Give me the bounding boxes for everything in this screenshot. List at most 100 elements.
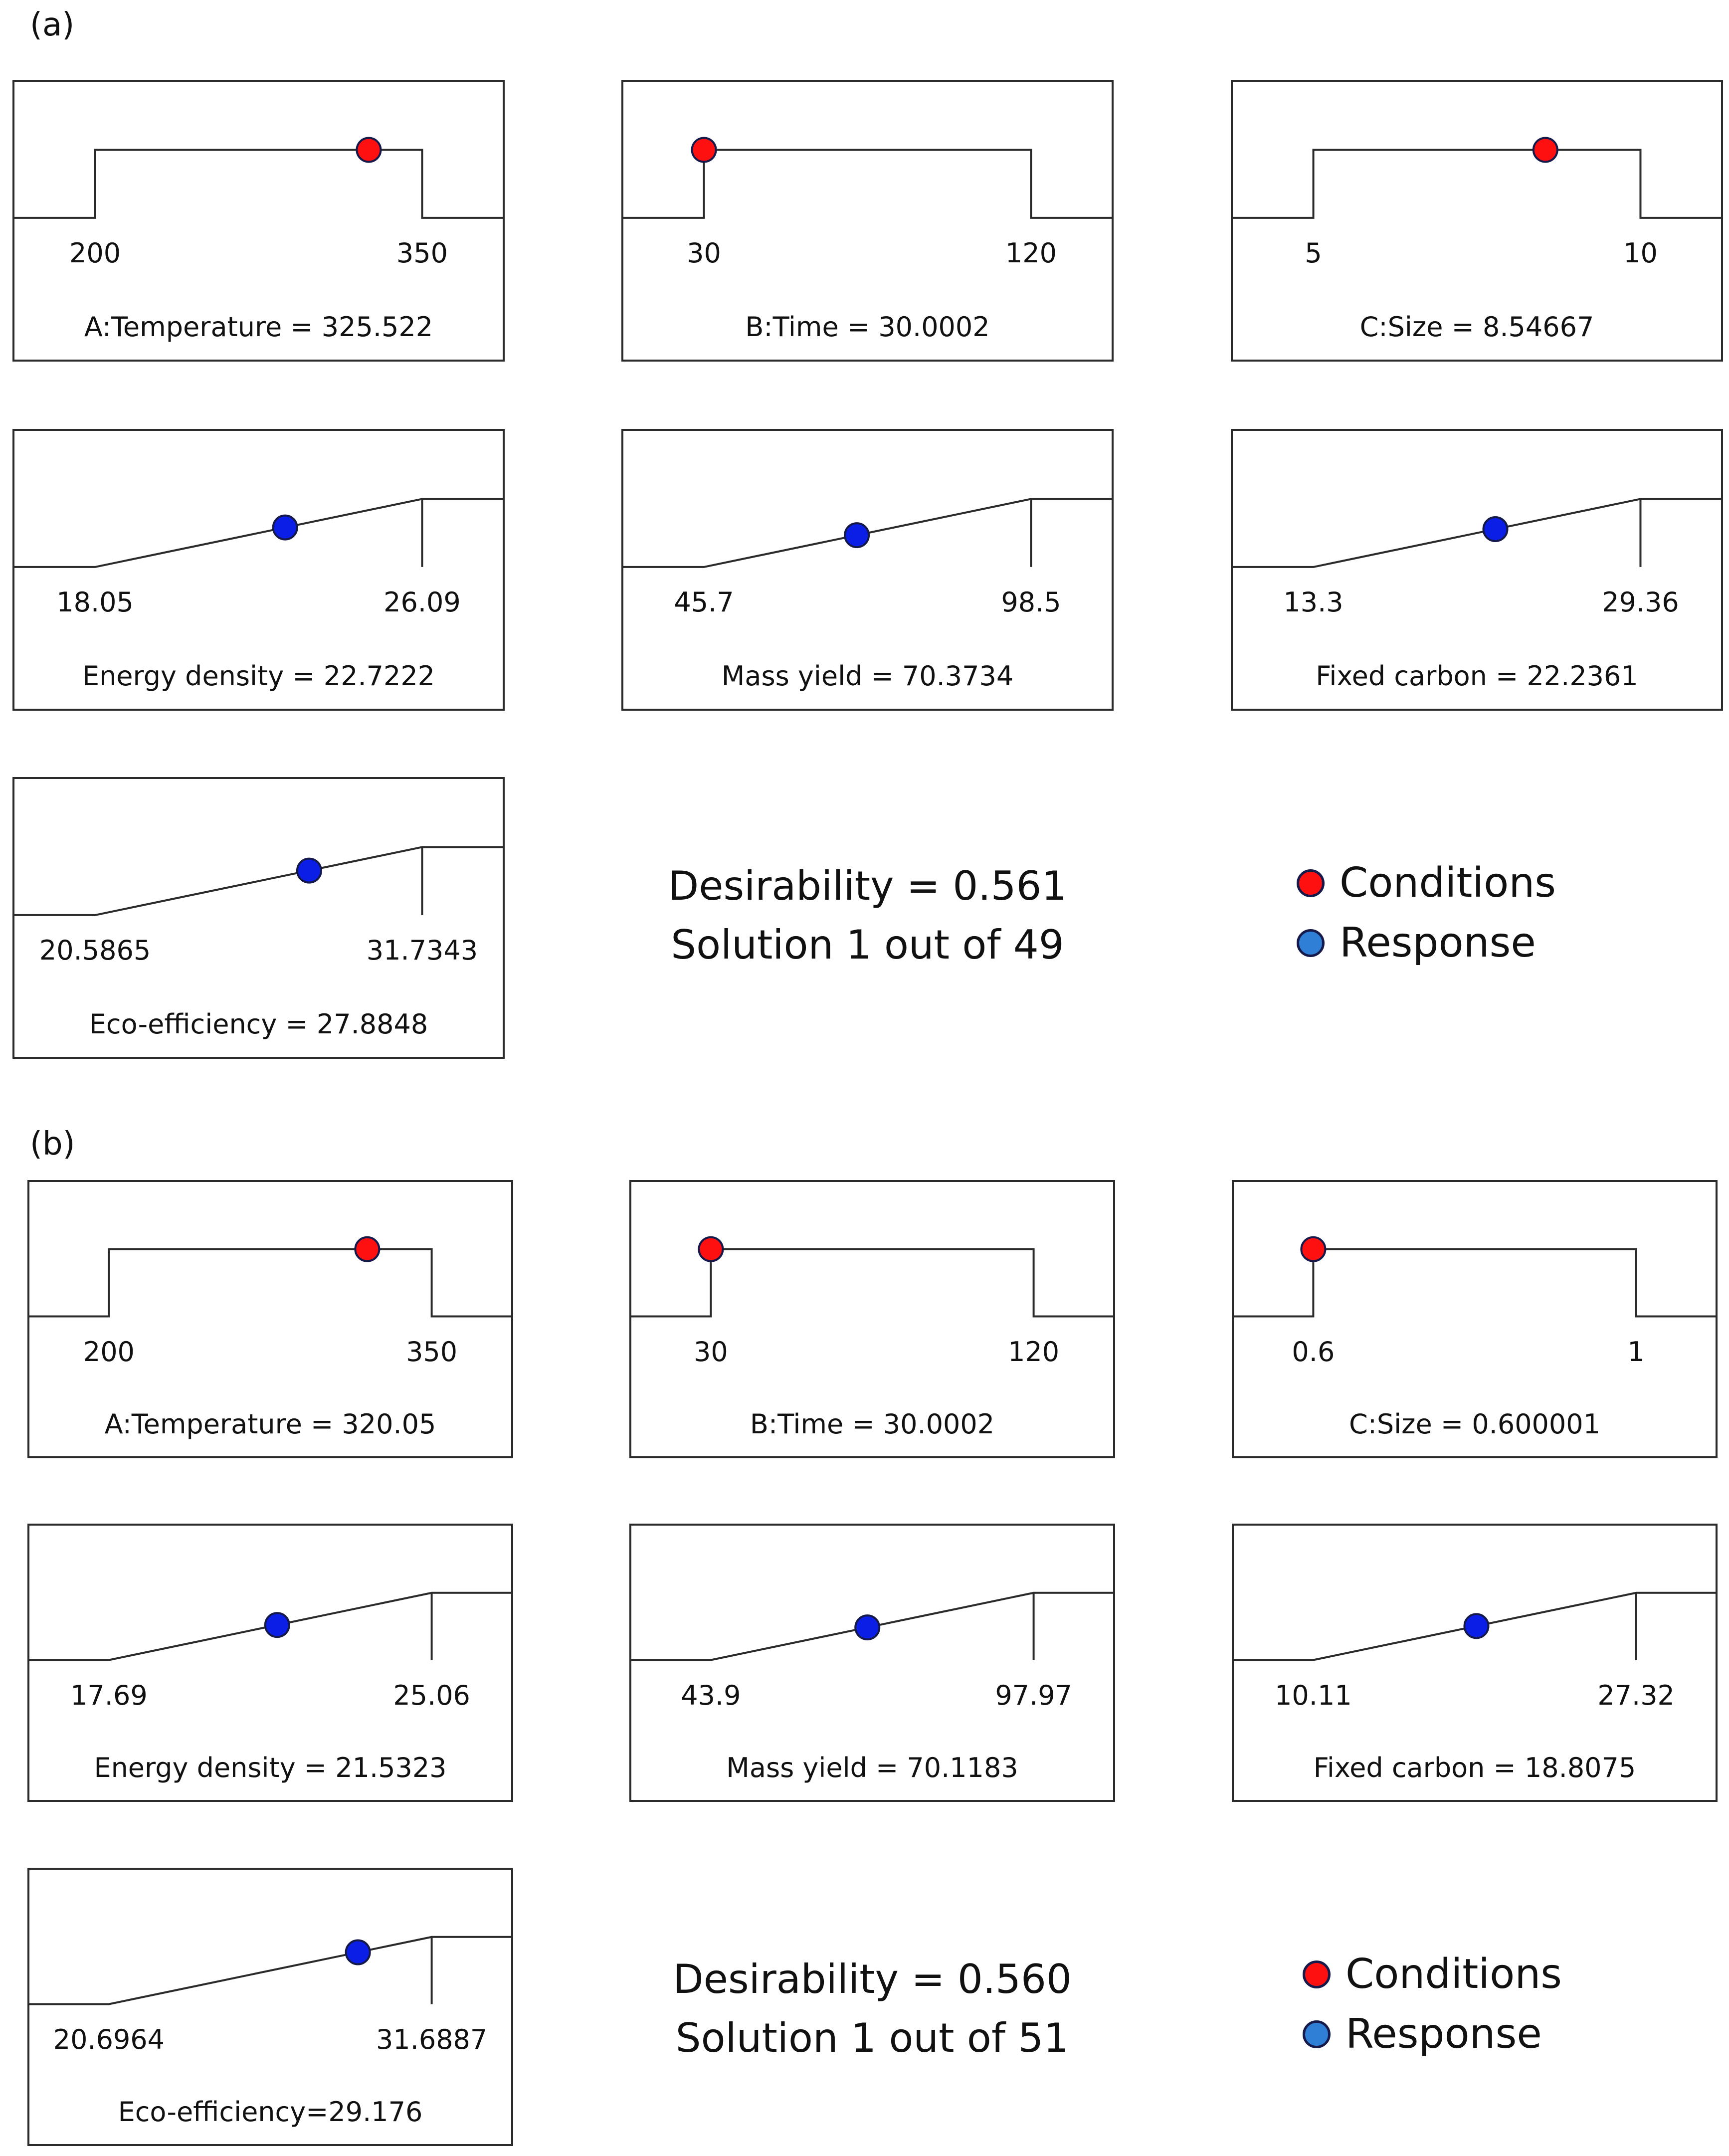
legend-item-conditions-a: Conditions xyxy=(1297,863,1556,904)
tick-label-high: 1 xyxy=(1627,1336,1645,1368)
blue-dot-icon xyxy=(1297,929,1325,957)
panel-caption: Mass yield = 70.1183 xyxy=(726,1752,1018,1784)
ramp-plot-fixed-carbon xyxy=(1234,1591,1716,1661)
condition-marker-a-temperature xyxy=(356,137,382,163)
ramp-line-c-size xyxy=(1233,149,1721,219)
factor-panel-time-b: 30 120 B:Time = 30.0002 xyxy=(629,1180,1115,1458)
ramp-line-b-time xyxy=(631,1248,1113,1318)
section-label-a: (a) xyxy=(30,6,75,43)
condition-marker-b-time xyxy=(698,1236,724,1262)
ramp-line-fixed-carbon xyxy=(1233,498,1721,568)
tick-label-low: 200 xyxy=(69,237,121,269)
blue-dot-icon xyxy=(1303,2020,1331,2048)
tick-label-low: 30 xyxy=(694,1336,728,1368)
condition-marker-b-time xyxy=(691,137,717,163)
response-panel-eco-efficiency-b: 20.6964 31.6887 Eco-efficiency=29.176 xyxy=(27,1868,513,2146)
ramp-plot-c-size xyxy=(1234,1236,1716,1318)
panel-caption: Fixed carbon = 22.2361 xyxy=(1316,660,1638,692)
ramp-plot-eco-efficiency xyxy=(14,846,503,916)
legend-a: Conditions Response xyxy=(1297,863,1556,982)
tick-label-high: 31.6887 xyxy=(376,2023,488,2055)
ramp-plot-c-size xyxy=(1233,137,1721,219)
response-panel-energy-density-a: 18.05 26.09 Energy density = 22.7222 xyxy=(12,429,505,711)
desirability-text-b: Desirability = 0.560 xyxy=(673,1956,1072,2002)
factor-panel-temperature-a: 200 350 A:Temperature = 325.522 xyxy=(12,80,505,362)
response-marker-eco-efficiency xyxy=(296,857,322,884)
panel-caption: A:Temperature = 325.522 xyxy=(84,311,433,343)
factor-panel-time-a: 30 120 B:Time = 30.0002 xyxy=(621,80,1114,362)
legend-b: Conditions Response xyxy=(1303,1954,1562,2074)
response-marker-energy-density xyxy=(272,514,298,541)
ramp-line-eco-efficiency xyxy=(29,1936,511,2005)
tick-label-high: 350 xyxy=(396,237,448,269)
tick-label-high: 350 xyxy=(406,1336,458,1368)
condition-marker-a-temperature xyxy=(354,1236,381,1262)
tick-label-low: 20.5865 xyxy=(39,935,151,967)
ramp-plot-a-temperature xyxy=(29,1236,511,1318)
factor-panel-temperature-b: 200 350 A:Temperature = 320.05 xyxy=(27,1180,513,1458)
response-panel-fixed-carbon-a: 13.3 29.36 Fixed carbon = 22.2361 xyxy=(1231,429,1723,711)
response-panel-fixed-carbon-b: 10.11 27.32 Fixed carbon = 18.8075 xyxy=(1232,1524,1718,1802)
panel-caption: Energy density = 22.7222 xyxy=(82,660,435,692)
panel-caption: A:Temperature = 320.05 xyxy=(104,1408,436,1440)
response-marker-fixed-carbon xyxy=(1482,516,1509,542)
legend-label-conditions-a: Conditions xyxy=(1340,859,1556,907)
ramp-plot-mass-yield xyxy=(623,498,1112,568)
ramp-line-eco-efficiency xyxy=(14,846,503,916)
ramp-line-a-temperature xyxy=(29,1248,511,1318)
tick-label-low: 17.69 xyxy=(70,1679,148,1711)
tick-label-high: 31.7343 xyxy=(366,935,478,967)
tick-label-low: 10.11 xyxy=(1275,1679,1352,1711)
condition-marker-c-size xyxy=(1532,137,1558,163)
response-marker-energy-density xyxy=(264,1612,290,1638)
ramp-plot-energy-density xyxy=(14,498,503,568)
panel-caption: B:Time = 30.0002 xyxy=(745,311,990,343)
ramp-line-c-size xyxy=(1234,1248,1716,1318)
legend-label-response-b: Response xyxy=(1345,2010,1542,2058)
panel-caption: Energy density = 21.5323 xyxy=(94,1752,447,1784)
ramp-plot-energy-density xyxy=(29,1591,511,1661)
tick-label-low: 0.6 xyxy=(1292,1336,1335,1368)
solution-text-b: Solution 1 out of 51 xyxy=(675,2015,1069,2061)
ramp-line-a-temperature xyxy=(14,149,503,219)
tick-label-high: 120 xyxy=(1008,1336,1060,1368)
panel-caption: Fixed carbon = 18.8075 xyxy=(1313,1752,1636,1784)
legend-label-response-a: Response xyxy=(1340,919,1536,967)
ramp-plot-eco-efficiency xyxy=(29,1936,511,2005)
desirability-text-a: Desirability = 0.561 xyxy=(668,863,1067,909)
response-panel-energy-density-b: 17.69 25.06 Energy density = 21.5323 xyxy=(27,1524,513,1802)
panel-caption: C:Size = 0.600001 xyxy=(1349,1408,1600,1440)
response-panel-eco-efficiency-a: 20.5865 31.7343 Eco-efficiency = 27.8848 xyxy=(12,777,505,1059)
response-marker-mass-yield xyxy=(844,522,870,549)
factor-panel-size-b: 0.6 1 C:Size = 0.600001 xyxy=(1232,1180,1718,1458)
response-panel-mass-yield-b: 43.9 97.97 Mass yield = 70.1183 xyxy=(629,1524,1115,1802)
summary-b: Desirability = 0.560 Solution 1 out of 5… xyxy=(629,1950,1115,2068)
legend-item-response-b: Response xyxy=(1303,2014,1562,2055)
ramp-plot-mass-yield xyxy=(631,1591,1113,1661)
response-marker-mass-yield xyxy=(854,1614,881,1641)
tick-label-low: 45.7 xyxy=(674,587,734,618)
factor-panel-size-a: 5 10 C:Size = 8.54667 xyxy=(1231,80,1723,362)
panel-caption: C:Size = 8.54667 xyxy=(1359,311,1594,343)
ramp-line-b-time xyxy=(623,149,1112,219)
section-label-b: (b) xyxy=(30,1126,75,1163)
panel-caption: Eco-efficiency=29.176 xyxy=(118,2096,423,2128)
tick-label-high: 10 xyxy=(1623,237,1658,269)
ramp-line-energy-density xyxy=(14,498,503,568)
panel-caption: Eco-efficiency = 27.8848 xyxy=(89,1008,428,1040)
tick-label-low: 13.3 xyxy=(1283,587,1344,618)
tick-label-high: 97.97 xyxy=(995,1679,1072,1711)
panel-caption: Mass yield = 70.3734 xyxy=(721,660,1014,692)
red-dot-icon xyxy=(1303,1960,1331,1988)
tick-label-low: 30 xyxy=(687,237,721,269)
ramp-plot-a-temperature xyxy=(14,137,503,219)
response-panel-mass-yield-a: 45.7 98.5 Mass yield = 70.3734 xyxy=(621,429,1114,711)
ramp-plot-b-time xyxy=(623,137,1112,219)
ramp-plot-fixed-carbon xyxy=(1233,498,1721,568)
legend-item-conditions-b: Conditions xyxy=(1303,1954,1562,1995)
tick-label-low: 5 xyxy=(1305,237,1322,269)
response-marker-eco-efficiency xyxy=(345,1939,371,1965)
tick-label-low: 43.9 xyxy=(681,1679,741,1711)
tick-label-high: 26.09 xyxy=(384,587,461,618)
tick-label-low: 200 xyxy=(83,1336,135,1368)
